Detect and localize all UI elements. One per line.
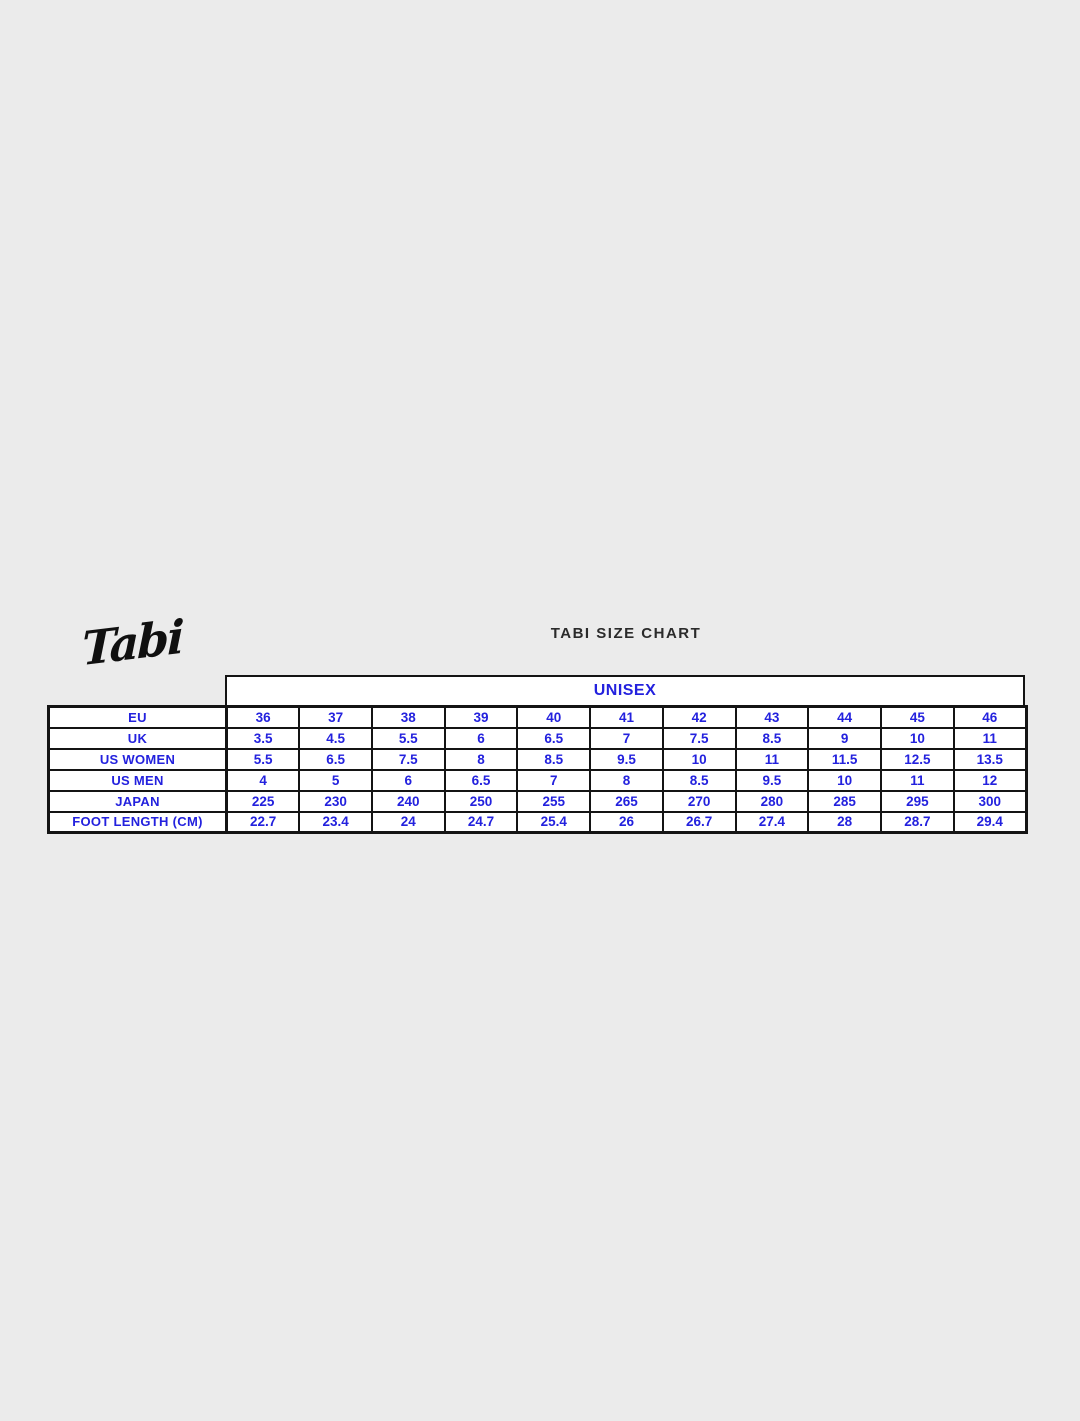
size-cell: 9	[807, 726, 882, 750]
size-cell: 6.5	[443, 768, 519, 792]
size-cell: 8.5	[661, 768, 737, 792]
size-cell: 6	[370, 768, 446, 792]
size-cell: 25.4	[516, 810, 592, 834]
size-cell: 10	[661, 747, 737, 771]
size-cell: 8.5	[734, 726, 810, 750]
size-cell: 8	[589, 768, 664, 792]
size-cell: 24	[370, 810, 446, 834]
size-cell: 12.5	[879, 747, 955, 771]
size-cell: 4	[225, 768, 301, 792]
size-cell: 250	[443, 789, 519, 813]
size-cell: 11.5	[807, 747, 882, 771]
table-row: JAPAN 225 230 240 250 255 265 270 280 285 295 300	[47, 789, 1028, 813]
size-cell: 7.5	[370, 747, 446, 771]
size-cell: 29.4	[952, 810, 1028, 834]
size-cell: 39	[443, 705, 519, 729]
table-row: UK 3.5 4.5 5.5 6 6.5 7 7.5 8.5 9 10 11	[47, 726, 1028, 750]
row-label: US WOMEN	[47, 747, 228, 771]
size-cell: 22.7	[225, 810, 301, 834]
size-cell: 5.5	[225, 747, 301, 771]
table-row: EU 36 37 38 39 40 41 42 43 44 45 46	[47, 705, 1028, 729]
size-table-body: EU 36 37 38 39 40 41 42 43 44 45 46 UK 3.5 4.5 5.5 6 6.5 7…	[47, 705, 1028, 834]
size-cell: 8	[443, 747, 519, 771]
size-cell: 230	[298, 789, 373, 813]
size-cell: 7.5	[661, 726, 737, 750]
size-cell: 5	[298, 768, 373, 792]
size-cell: 43	[734, 705, 810, 729]
size-cell: 8.5	[516, 747, 592, 771]
size-cell: 280	[734, 789, 810, 813]
table-row: US MEN 4 5 6 6.5 7 8 8.5 9.5 10 11 12	[47, 768, 1028, 792]
size-cell: 7	[589, 726, 664, 750]
size-cell: 26.7	[661, 810, 737, 834]
tabi-brand-logo: Tabi	[81, 609, 184, 677]
size-chart: UNISEX EU 36 37 38 39 40 41 42 43 44 45 46 UK 3.5 4.5 5…	[47, 675, 1028, 834]
size-cell: 36	[225, 705, 301, 729]
size-cell: 11	[952, 726, 1028, 750]
size-cell: 285	[807, 789, 882, 813]
size-table: EU 36 37 38 39 40 41 42 43 44 45 46 UK 3.5 4.5 5.5 6 6.5 7…	[47, 705, 1028, 834]
row-label: US MEN	[47, 768, 228, 792]
row-label: EU	[47, 705, 228, 729]
size-cell: 46	[952, 705, 1028, 729]
size-cell: 6.5	[516, 726, 592, 750]
size-cell: 28	[807, 810, 882, 834]
size-cell: 4.5	[298, 726, 373, 750]
row-label: UK	[47, 726, 228, 750]
table-row: US WOMEN 5.5 6.5 7.5 8 8.5 9.5 10 11 11.5 12.5 13.5	[47, 747, 1028, 771]
size-cell: 38	[370, 705, 446, 729]
size-cell: 10	[807, 768, 882, 792]
row-label: FOOT LENGTH (CM)	[47, 810, 228, 834]
size-cell: 6.5	[298, 747, 373, 771]
size-cell: 270	[661, 789, 737, 813]
size-cell: 24.7	[443, 810, 519, 834]
size-cell: 240	[370, 789, 446, 813]
size-cell: 23.4	[298, 810, 373, 834]
size-cell: 10	[879, 726, 955, 750]
size-cell: 26	[589, 810, 664, 834]
row-label: JAPAN	[47, 789, 228, 813]
size-cell: 300	[952, 789, 1028, 813]
size-cell: 13.5	[952, 747, 1028, 771]
size-cell: 255	[516, 789, 592, 813]
size-cell: 265	[589, 789, 664, 813]
size-cell: 9.5	[589, 747, 664, 771]
size-cell: 44	[807, 705, 882, 729]
size-cell: 42	[661, 705, 737, 729]
size-cell: 11	[734, 747, 810, 771]
size-cell: 40	[516, 705, 592, 729]
size-cell: 3.5	[225, 726, 301, 750]
size-cell: 11	[879, 768, 955, 792]
size-cell: 27.4	[734, 810, 810, 834]
size-cell: 28.7	[879, 810, 955, 834]
size-cell: 37	[298, 705, 373, 729]
unisex-group-header: UNISEX	[225, 675, 1025, 705]
size-chart-title: TABI SIZE CHART	[550, 625, 702, 642]
size-cell: 12	[952, 768, 1028, 792]
size-cell: 45	[879, 705, 955, 729]
size-cell: 225	[225, 789, 301, 813]
table-row: FOOT LENGTH (CM) 22.7 23.4 24 24.7 25.4 26 26.7…	[47, 810, 1028, 834]
size-cell: 9.5	[734, 768, 810, 792]
size-cell: 295	[879, 789, 955, 813]
size-cell: 6	[443, 726, 519, 750]
size-cell: 7	[516, 768, 592, 792]
size-cell: 5.5	[370, 726, 446, 750]
size-cell: 41	[589, 705, 664, 729]
